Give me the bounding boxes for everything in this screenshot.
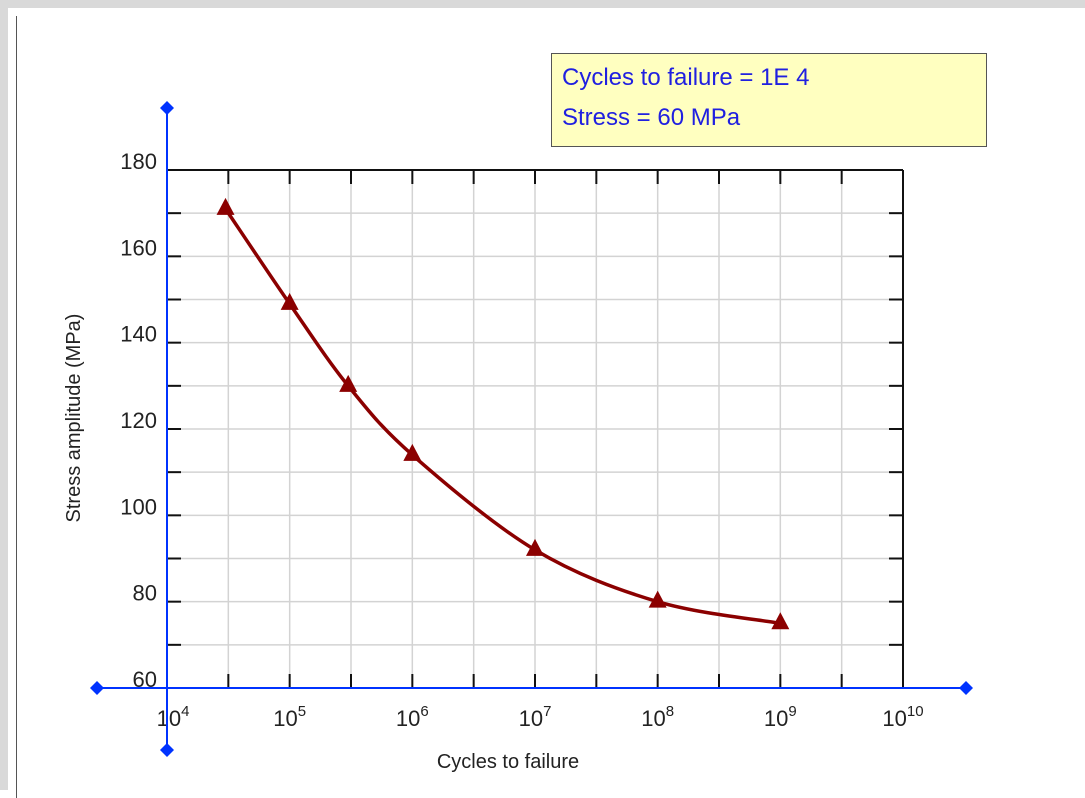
data-point-marker (526, 538, 544, 556)
x-tick-label-exponent: 8 (666, 703, 674, 720)
x-axis-max-handle[interactable] (959, 681, 973, 695)
y-tick-label: 100 (120, 494, 157, 519)
x-tick-label-exponent: 6 (420, 703, 428, 720)
y-tick-label: 180 (120, 149, 157, 174)
x-tick-label-base: 10 (519, 706, 543, 731)
x-tick-label: 104 (157, 703, 190, 731)
x-tick-label: 106 (396, 703, 429, 731)
x-tick-label-exponent: 9 (788, 703, 796, 720)
x-tick-label-base: 10 (882, 706, 906, 731)
y-axis-title: Stress amplitude (MPa) (63, 314, 85, 523)
x-tick-label: 108 (641, 703, 674, 731)
x-tick-label-exponent: 10 (907, 703, 924, 720)
x-tick-label-exponent: 4 (181, 703, 189, 720)
x-tick-label-base: 10 (273, 706, 297, 731)
x-tick-labels: 104 105 106 107 108 109 1010 (157, 703, 924, 731)
axis-ticks (166, 169, 904, 689)
x-tick-label-base: 10 (396, 706, 420, 731)
y-tick-label: 80 (133, 581, 157, 606)
series-line (224, 207, 781, 625)
stress-readout: Stress = 60 MPa (562, 104, 741, 131)
x-tick-label-exponent: 5 (298, 703, 306, 720)
x-tick-label-base: 10 (157, 706, 181, 731)
y-axis-min-handle[interactable] (160, 743, 174, 757)
x-tick-label: 105 (273, 703, 306, 731)
value-readout-box: Cycles to failure = 1E 4 Stress = 60 MPa (551, 53, 987, 147)
x-tick-label-exponent: 7 (543, 703, 551, 720)
cycles-readout: Cycles to failure = 1E 4 (562, 64, 810, 91)
data-point-marker (280, 292, 299, 310)
axis-handles[interactable] (90, 101, 973, 757)
data-point-marker (771, 612, 790, 630)
data-point-marker (216, 197, 235, 215)
x-axis-title: Cycles to failure (437, 751, 579, 773)
grid (166, 169, 904, 689)
chart-panel (16, 16, 1085, 798)
y-tick-label: 140 (120, 322, 157, 347)
data-point-marker (403, 443, 422, 461)
series (216, 197, 790, 630)
x-axis-min-handle[interactable] (90, 681, 104, 695)
data-point-marker (339, 374, 358, 392)
x-tick-label: 109 (764, 703, 797, 731)
x-tick-label: 1010 (882, 703, 923, 731)
x-tick-label: 107 (519, 703, 552, 731)
x-tick-label-base: 10 (641, 706, 665, 731)
axes (97, 108, 966, 750)
y-tick-label: 160 (120, 235, 157, 260)
y-axis-max-handle[interactable] (160, 101, 174, 115)
data-point-marker (648, 590, 667, 608)
y-tick-label: 120 (120, 408, 157, 433)
x-tick-label-base: 10 (764, 706, 788, 731)
